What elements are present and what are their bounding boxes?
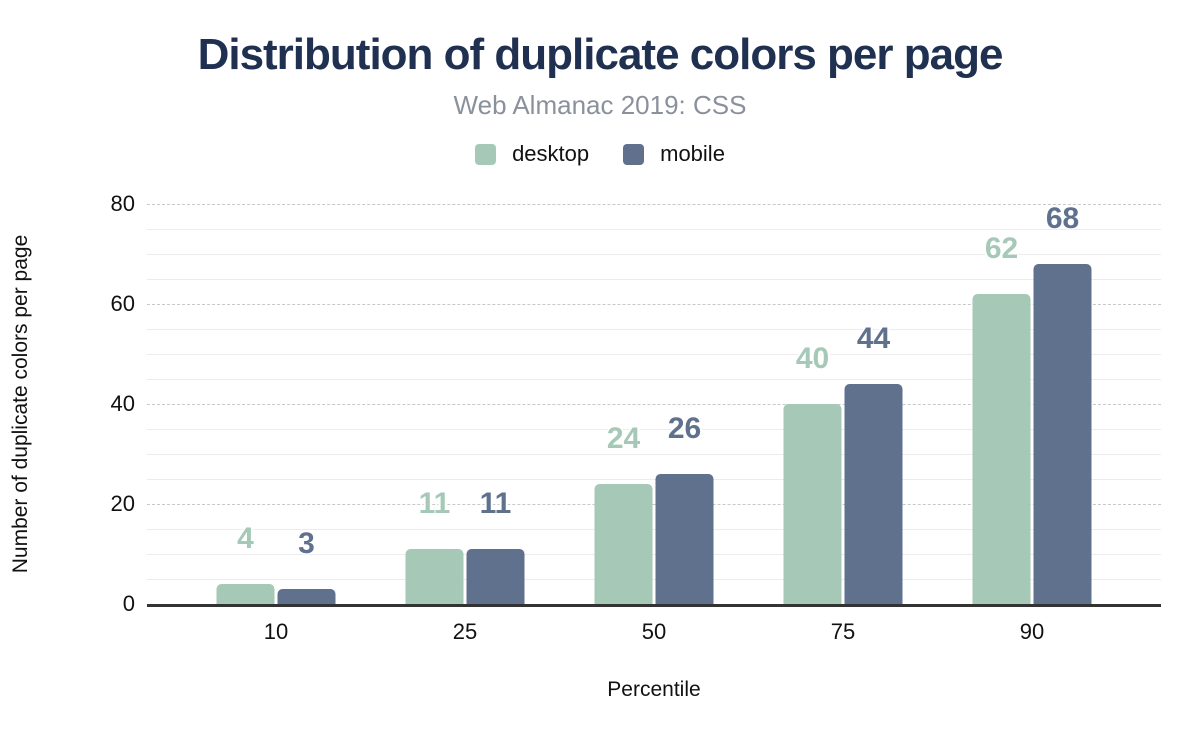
chart-subtitle: Web Almanac 2019: CSS	[453, 90, 747, 120]
chart-title: Distribution of duplicate colors per pag…	[197, 30, 1004, 79]
bar-mobile-25[interactable]	[466, 549, 525, 604]
bar-desktop-50[interactable]	[594, 484, 653, 604]
y-tick-label: 20	[110, 491, 135, 516]
bar-wrap-mobile-50: 26	[655, 414, 714, 604]
bar-wrap-desktop-90: 62	[972, 234, 1031, 604]
bar-mobile-50[interactable]	[655, 474, 714, 604]
gridline-minor	[147, 229, 1161, 230]
legend: desktop mobile	[0, 141, 1200, 167]
bar-desktop-10[interactable]	[216, 584, 275, 604]
legend-item-desktop[interactable]: desktop	[475, 141, 589, 167]
legend-label-mobile: mobile	[660, 141, 725, 166]
bar-pair-75: 40 44	[783, 324, 903, 604]
bar-pair-50: 24 26	[594, 414, 714, 604]
gridline-major	[147, 404, 1161, 405]
gridline-minor	[147, 429, 1161, 430]
category-band-50: 24 26 50	[560, 204, 749, 644]
category-band-90: 62 68 90	[938, 204, 1127, 644]
y-tick-label: 80	[110, 191, 135, 216]
legend-item-mobile[interactable]: mobile	[623, 141, 725, 167]
bar-desktop-75[interactable]	[783, 404, 842, 604]
legend-swatch-desktop	[475, 143, 497, 165]
legend-swatch-mobile	[623, 143, 645, 165]
gridline-minor	[147, 579, 1161, 580]
bar-value-label-desktop-50: 24	[606, 422, 641, 455]
bar-wrap-desktop-25: 11	[405, 489, 464, 604]
gridline-minor	[147, 329, 1161, 330]
y-tick-label: 40	[110, 391, 135, 416]
bar-desktop-90[interactable]	[972, 294, 1031, 604]
x-tick-label-75: 75	[830, 619, 856, 644]
legend-label-desktop: desktop	[512, 141, 590, 166]
bar-value-label-desktop-10: 4	[237, 522, 254, 555]
bar-wrap-mobile-90: 68	[1033, 204, 1092, 604]
bar-desktop-25[interactable]	[405, 549, 464, 604]
x-tick-label-50: 50	[641, 619, 667, 644]
y-tick-label: 60	[110, 291, 135, 316]
gridline-minor	[147, 254, 1161, 255]
x-tick-label-10: 10	[263, 619, 289, 644]
bar-wrap-mobile-75: 44	[844, 324, 903, 604]
bar-value-label-mobile-25: 11	[479, 487, 512, 520]
bar-value-label-desktop-75: 40	[795, 342, 830, 375]
x-tick-label-90: 90	[1019, 619, 1045, 644]
gridline-minor	[147, 554, 1161, 555]
x-tick-label-25: 25	[452, 619, 478, 644]
bar-wrap-mobile-10: 3	[277, 529, 336, 604]
category-band-25: 11 11 25	[371, 204, 560, 644]
bar-pair-90: 62 68	[972, 204, 1092, 604]
gridline-major	[147, 304, 1161, 305]
bar-mobile-90[interactable]	[1033, 264, 1092, 604]
y-axis-title: Number of duplicate colors per page	[9, 234, 32, 574]
bar-mobile-10[interactable]	[277, 589, 336, 604]
gridline-minor	[147, 379, 1161, 380]
x-axis-title: Percentile	[607, 678, 701, 701]
gridline-minor	[147, 479, 1161, 480]
bar-pair-25: 11 11	[405, 489, 525, 604]
category-band-75: 40 44 75	[749, 204, 938, 644]
bar-wrap-mobile-25: 11	[466, 489, 525, 604]
bar-wrap-desktop-50: 24	[594, 424, 653, 604]
gridline-minor	[147, 279, 1161, 280]
gridline-minor	[147, 354, 1161, 355]
bar-value-label-mobile-75: 44	[856, 322, 891, 355]
bar-value-label-mobile-90: 68	[1045, 202, 1080, 235]
gridline-minor	[147, 529, 1161, 530]
bar-wrap-desktop-10: 4	[216, 524, 275, 604]
y-tick-label: 0	[122, 591, 135, 616]
bar-value-label-mobile-10: 3	[298, 527, 315, 560]
bar-value-label-desktop-90: 62	[984, 232, 1019, 265]
gridline-major	[147, 504, 1161, 505]
category-band-10: 4 3 10	[182, 204, 371, 644]
bar-mobile-75[interactable]	[844, 384, 903, 604]
plot-area: 4 3 10 11 11 25 24 26 50 40 44 75 62 68 90	[147, 204, 1161, 644]
bar-value-label-desktop-25: 11	[418, 487, 451, 520]
gridline-minor	[147, 454, 1161, 455]
bar-wrap-desktop-75: 40	[783, 344, 842, 604]
x-axis-line	[147, 604, 1161, 607]
bar-value-label-mobile-50: 26	[667, 412, 702, 445]
gridline-major	[147, 204, 1161, 205]
